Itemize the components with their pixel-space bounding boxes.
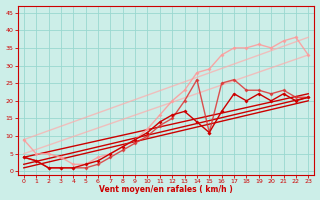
X-axis label: Vent moyen/en rafales ( km/h ): Vent moyen/en rafales ( km/h ) <box>99 185 233 194</box>
